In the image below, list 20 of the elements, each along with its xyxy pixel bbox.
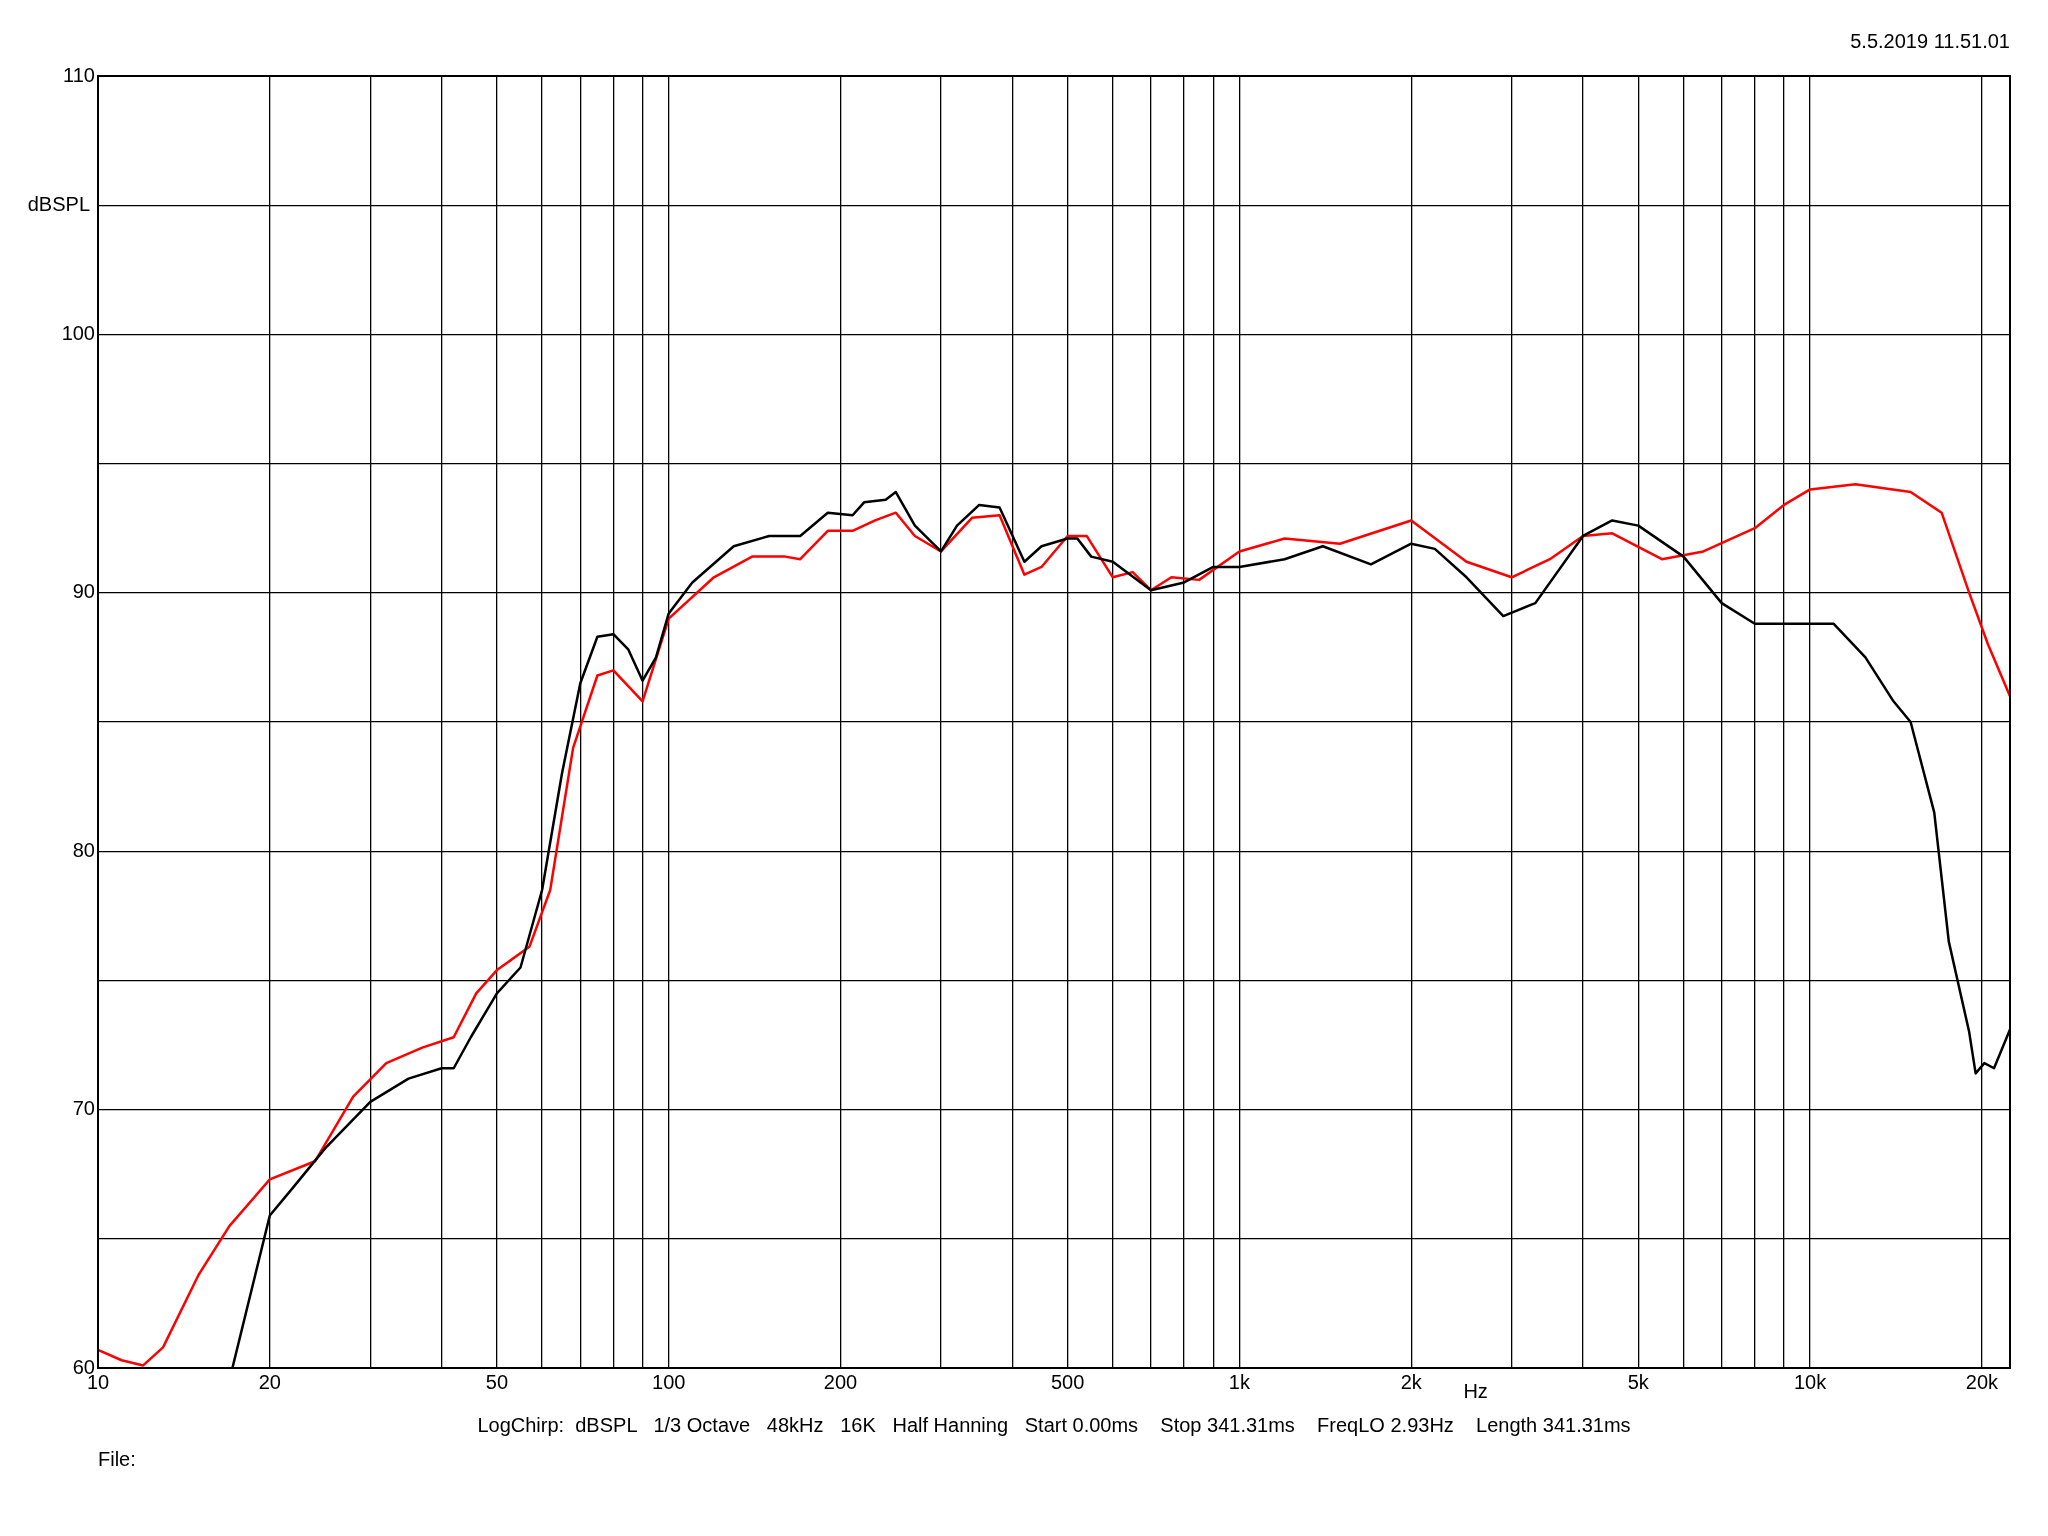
x-tick-label: 1k <box>1228 1370 1251 1393</box>
text: 5.5.2019 11.51.01 <box>1850 29 2010 52</box>
y-tick-label: 70 <box>72 1097 95 1120</box>
y-tick-label: 100 <box>61 321 95 344</box>
x-tick-label: 100 <box>652 1370 686 1393</box>
x-tick-label: 2k <box>1400 1370 1423 1393</box>
text: File: <box>98 1447 136 1470</box>
x-tick-label: 10k <box>1793 1370 1828 1393</box>
x-tick-label: 20k <box>1965 1370 2000 1393</box>
x-tick-label: 200 <box>823 1370 858 1393</box>
x-tick-label: 50 <box>485 1370 509 1393</box>
x-tick-label: 20 <box>258 1370 281 1393</box>
y-axis-title: dBSPL <box>27 192 90 215</box>
text: LogChirp: dBSPL 1/3 Octave 48kHz 16K Half Hanning Start 0.00ms Stop 341.31ms FreqLO 2.93Hz Length 341.31ms <box>477 1413 1631 1436</box>
x-axis-title: Hz <box>1463 1379 1488 1402</box>
y-tick-label: 90 <box>72 580 95 603</box>
y-tick-label: 80 <box>72 838 95 861</box>
x-tick-label: 5k <box>1627 1370 1650 1393</box>
y-tick-label: 110 <box>63 63 95 86</box>
x-tick-label: 500 <box>1050 1370 1085 1393</box>
